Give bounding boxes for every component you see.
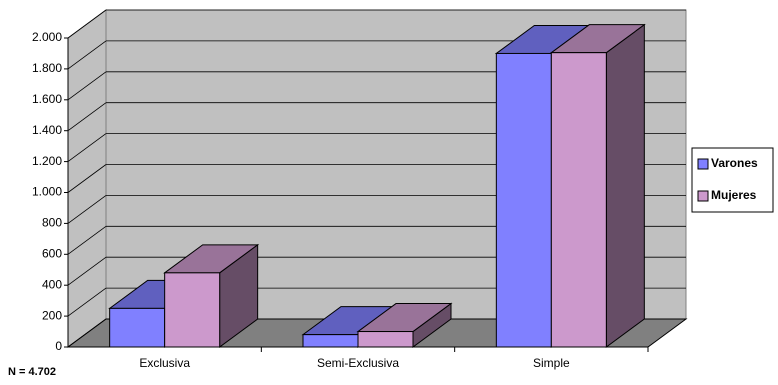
bar-side xyxy=(605,23,645,348)
grid-line xyxy=(67,9,107,39)
x-tick-label: Semi-Exclusiva xyxy=(317,356,399,370)
grid-line xyxy=(67,225,107,255)
grid-line xyxy=(67,102,107,132)
x-tick-label: Simple xyxy=(533,356,570,370)
y-tick-label: 1.600 xyxy=(32,92,62,106)
legend-swatch xyxy=(697,158,709,170)
y-tick-label: 1.800 xyxy=(32,61,62,75)
y-tick-label: 800 xyxy=(42,216,62,230)
grid-line xyxy=(67,318,107,348)
grid-line xyxy=(67,133,107,162)
legend-label: Varones xyxy=(711,156,758,170)
grid-line xyxy=(67,195,107,224)
y-tick-label: 2.000 xyxy=(32,30,62,44)
grid-line xyxy=(67,71,107,101)
grid-line xyxy=(67,287,107,317)
y-tick-label: 1.200 xyxy=(32,154,62,168)
legend-label: Mujeres xyxy=(711,188,757,202)
y-tick-label: 0 xyxy=(55,339,62,353)
annotation: N = 4.702 xyxy=(8,366,56,378)
grid-line xyxy=(67,256,107,286)
y-tick-label: 200 xyxy=(42,308,62,322)
y-tick-label: 400 xyxy=(42,277,62,291)
bar xyxy=(302,334,359,348)
x-tick-label: Exclusiva xyxy=(139,356,190,370)
bar xyxy=(550,52,607,348)
y-tick-label: 1.400 xyxy=(32,123,62,137)
bar xyxy=(164,272,221,348)
bar xyxy=(495,52,552,348)
bar xyxy=(109,307,166,348)
bar xyxy=(357,331,414,348)
grid-line xyxy=(67,40,107,70)
legend-swatch xyxy=(697,190,709,202)
grid-line xyxy=(67,164,107,193)
y-tick-label: 1.000 xyxy=(32,185,62,199)
y-tick-label: 600 xyxy=(42,246,62,260)
